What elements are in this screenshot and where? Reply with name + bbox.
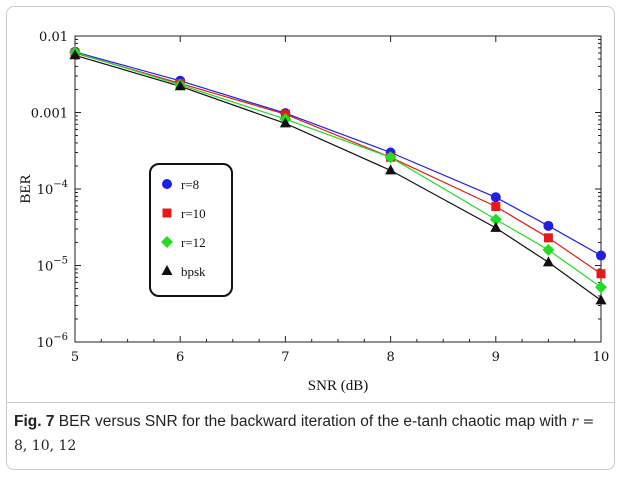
- y-tick-label: 10−4: [37, 179, 68, 198]
- x-axis-label: SNR (dB): [308, 378, 368, 394]
- x-tick-label: 7: [281, 350, 289, 365]
- data-point-bpsk: [279, 117, 291, 128]
- axis-ticks: 5 6 7 8 9 10 0.01 0.001 10−4 10−5 10−6: [31, 30, 609, 365]
- legend-label-r=8: r=8: [181, 177, 199, 192]
- y-tick-label: 10−6: [37, 332, 68, 351]
- legend-label-r=12: r=12: [181, 235, 206, 250]
- legend-box: [149, 163, 233, 297]
- caption-divider: [6, 402, 615, 403]
- data-point-r=10: [596, 269, 606, 279]
- data-point-r=8: [490, 192, 501, 203]
- data-point-r=12: [595, 281, 607, 294]
- data-point-r=12: [384, 151, 397, 164]
- legend-label-r=10: r=10: [181, 206, 206, 221]
- data-point-bpsk: [385, 164, 397, 175]
- ber-chart: 5 6 7 8 9 10 0.01 0.001 10−4 10−5 10−6 SNR (dB) BE…: [18, 30, 609, 394]
- caption-label: Fig. 7: [14, 413, 55, 430]
- caption-math-rest: = 8, 10, 12: [14, 414, 595, 454]
- data-point-bpsk: [595, 294, 607, 305]
- data-point-r=8: [543, 220, 554, 231]
- x-tick-label: 8: [386, 350, 394, 365]
- legend-marker-r=8: [162, 179, 172, 189]
- data-point-bpsk: [542, 256, 554, 267]
- legend: r=8 r=10 r=12 bpsk: [149, 163, 233, 297]
- legend-marker-r=10: [162, 208, 172, 218]
- data-point-r=10: [491, 202, 501, 212]
- series-markers: [69, 46, 607, 305]
- x-tick-label: 10: [593, 350, 610, 365]
- figure-frame: [6, 6, 615, 470]
- y-tick-label: 10−5: [37, 256, 68, 275]
- x-tick-label: 9: [492, 350, 500, 365]
- y-axis-label: BER: [18, 174, 34, 203]
- data-point-r=12: [489, 213, 502, 226]
- legend-label-bpsk: bpsk: [181, 264, 206, 279]
- data-point-r=12: [542, 243, 555, 256]
- data-point-bpsk: [174, 80, 186, 91]
- y-tick-label: 0.001: [31, 107, 68, 122]
- x-tick-label: 5: [71, 350, 79, 365]
- data-point-bpsk: [490, 221, 502, 232]
- legend-marker-bpsk: [161, 265, 173, 275]
- caption-text: BER versus SNR for the backward iteratio…: [54, 413, 572, 430]
- data-point-r=10: [543, 233, 553, 243]
- caption-math-var: r: [571, 414, 579, 430]
- y-tick-label: 0.01: [39, 30, 68, 45]
- x-tick-label: 6: [176, 350, 184, 365]
- data-point-bpsk: [69, 49, 81, 60]
- data-point-r=8: [596, 250, 606, 261]
- legend-marker-r=12: [161, 236, 173, 248]
- figure-caption: Fig. 7 BER versus SNR for the backward i…: [14, 410, 610, 458]
